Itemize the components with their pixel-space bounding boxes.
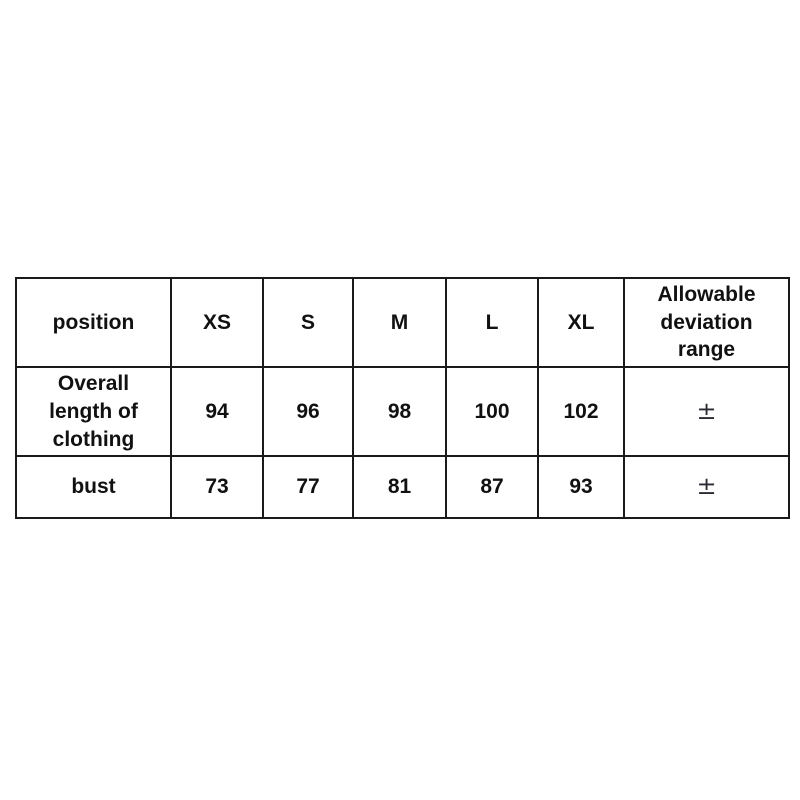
header-cell-xl: XL xyxy=(537,276,625,369)
header-cell-s: S xyxy=(262,276,354,369)
cell-bust-deviation: ± xyxy=(623,455,790,520)
cell-length-m: 98 xyxy=(352,366,447,458)
row-label-bust: bust xyxy=(15,455,172,520)
cell-bust-m: 81 xyxy=(352,455,447,520)
cell-bust-s: 77 xyxy=(262,455,354,520)
row-label-overall-length: Overall length of clothing xyxy=(15,366,172,458)
header-cell-l: L xyxy=(445,276,539,369)
table-row-overall-length: Overall length of clothing 94 96 98 100 … xyxy=(15,366,790,458)
cell-length-deviation: ± xyxy=(623,366,790,458)
cell-bust-xs: 73 xyxy=(170,455,264,520)
header-cell-xs: XS xyxy=(170,276,264,369)
cell-length-xl: 102 xyxy=(537,366,625,458)
cell-length-l: 100 xyxy=(445,366,539,458)
header-cell-position: position xyxy=(15,276,172,369)
size-chart-table: position XS S M L XL Allowable deviation… xyxy=(15,276,790,520)
table-header-row: position XS S M L XL Allowable deviation… xyxy=(15,276,790,369)
cell-length-s: 96 xyxy=(262,366,354,458)
header-cell-deviation: Allowable deviation range xyxy=(623,276,790,369)
table-row-bust: bust 73 77 81 87 93 ± xyxy=(15,455,790,520)
header-cell-m: M xyxy=(352,276,447,369)
cell-bust-xl: 93 xyxy=(537,455,625,520)
cell-bust-l: 87 xyxy=(445,455,539,520)
cell-length-xs: 94 xyxy=(170,366,264,458)
